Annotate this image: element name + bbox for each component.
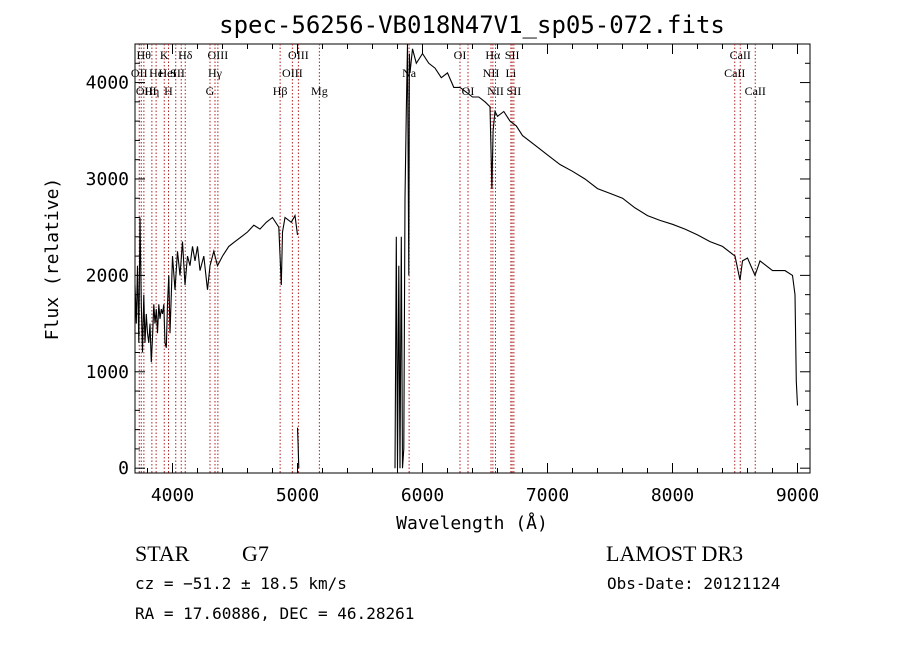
coordinates-text: RA = 17.60886, DEC = 46.28261 (135, 604, 414, 623)
y-tick-label: 3000 (86, 169, 129, 190)
spectral-line-label: G (206, 84, 215, 98)
spectral-line-label: Mg (311, 84, 328, 98)
spectral-line-label: SII (505, 48, 520, 62)
spectral-line-label: OIII (208, 48, 229, 62)
flux-line-segment (394, 43, 799, 469)
spectral-line-label: CaII (745, 84, 766, 98)
y-tick-label: 4000 (86, 73, 129, 94)
x-tick-label: 9000 (776, 485, 819, 506)
x-tick-label: 5000 (276, 485, 319, 506)
spectral-line-label: NII (483, 66, 500, 80)
spectral-line-label: SII (507, 84, 522, 98)
spectral-line-label: CaII (724, 66, 745, 80)
chart-title: spec-56256-VB018N47V1_sp05-072.fits (219, 11, 725, 39)
spectral-line-label: SII (170, 66, 185, 80)
obs-date-text: Obs-Date: 20121124 (607, 574, 780, 593)
y-tick-label: 1000 (86, 362, 129, 383)
y-axis-ticks: 0 1000 2000 3000 4000 (86, 43, 810, 479)
spectral-line-label: K (160, 48, 169, 62)
spectral-line-label: NII (487, 84, 504, 98)
object-class: STAR (135, 541, 190, 566)
y-tick-label: 2000 (86, 265, 129, 286)
flux-line-segment (296, 427, 300, 469)
spectral-line-label: Hα (485, 48, 501, 62)
spectral-line-label: OI (454, 48, 467, 62)
object-subclass: G7 (242, 541, 269, 566)
x-tick-label: 6000 (401, 485, 444, 506)
spectral-line-label: OI (462, 84, 475, 98)
x-tick-label: 7000 (526, 485, 569, 506)
spectral-line-label: He (149, 66, 163, 80)
redshift-text: cz = −51.2 ± 18.5 km/s (135, 574, 347, 593)
plot-frame (134, 43, 811, 474)
x-axis-label: Wavelength (Å) (396, 512, 548, 534)
spectral-line-label: OIII (288, 48, 309, 62)
x-tick-label: 8000 (651, 485, 694, 506)
spectral-line-label: OIII (136, 84, 157, 98)
spectral-line-label: CaII (730, 48, 751, 62)
flux-line-segment (134, 213, 299, 363)
spectral-line-label: Li (506, 66, 517, 80)
spectral-line-label: HeI (159, 66, 177, 80)
x-axis-ticks: 4000 5000 6000 7000 8000 9000 (147, 44, 819, 506)
survey-name: LAMOST DR3 (606, 541, 743, 566)
spectral-line-label: Hγ (208, 66, 223, 80)
flux-series (134, 43, 799, 469)
spectral-line-label: Hβ (273, 84, 288, 98)
y-axis-label: Flux (relative) (42, 178, 63, 341)
spectral-line-label: Hθ (137, 48, 152, 62)
spectral-line-label: H (164, 84, 173, 98)
x-tick-label: 4000 (151, 485, 194, 506)
y-tick-label: 0 (118, 458, 129, 479)
spectral-lines-layer (138, 44, 756, 473)
spectral-line-label: Hη (144, 84, 159, 98)
spectral-line-label: Hδ (178, 48, 193, 62)
spectral-line-label: OIII (282, 66, 303, 80)
spectral-line-labels: OIIHθOIIIHηHeKHHeISIIHδGHγOIIIHβOIIIOIII… (131, 48, 766, 98)
spectral-line-label: OII (131, 66, 148, 80)
